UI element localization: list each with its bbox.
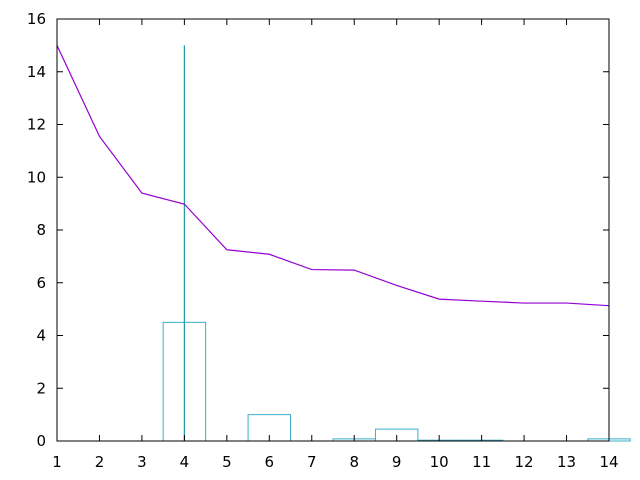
y-tick-label: 0 <box>36 432 46 450</box>
x-tick-label: 6 <box>265 453 275 471</box>
histogram-layer <box>162 321 631 442</box>
x-tick-label: 14 <box>599 453 618 471</box>
y-tick-label: 2 <box>36 379 46 397</box>
x-tick-label: 2 <box>95 453 105 471</box>
y-tick-label: 4 <box>36 327 46 345</box>
x-tick-label: 13 <box>557 453 576 471</box>
series-line <box>56 45 610 307</box>
y-tick-label: 12 <box>27 116 46 134</box>
x-tick-label: 3 <box>137 453 147 471</box>
line-layer <box>56 45 610 307</box>
x-tick-label: 4 <box>180 453 190 471</box>
x-tick-label: 7 <box>307 453 317 471</box>
y-tick-label: 8 <box>36 221 46 239</box>
y-tick-label: 16 <box>27 10 46 28</box>
x-tick-label: 11 <box>472 453 491 471</box>
x-tick-label: 1 <box>52 453 62 471</box>
y-tick-label: 10 <box>27 168 46 186</box>
x-tick-label: 12 <box>515 453 534 471</box>
x-tick-label: 8 <box>349 453 359 471</box>
x-tick-label: 5 <box>222 453 232 471</box>
x-tick-label: 9 <box>392 453 402 471</box>
x-tick-label: 10 <box>430 453 449 471</box>
y-tick-label: 14 <box>27 63 46 81</box>
y-tick-label: 6 <box>36 274 46 292</box>
plot-frame <box>56 18 610 442</box>
